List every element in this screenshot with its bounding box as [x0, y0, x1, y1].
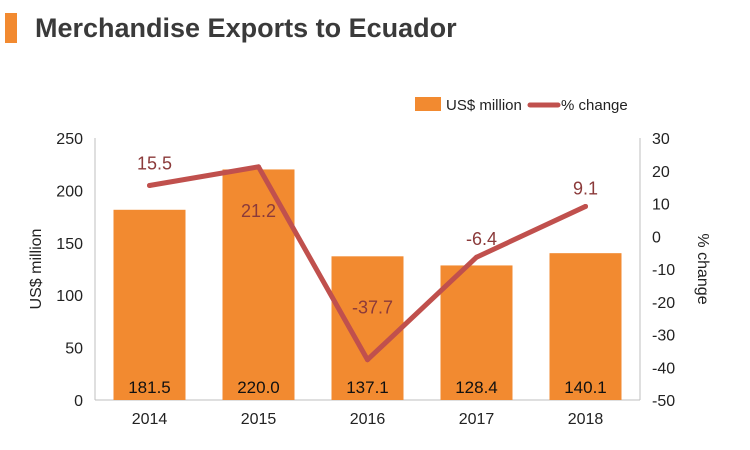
- line-point: [256, 164, 261, 170]
- line-value-label: 21.2: [241, 201, 276, 221]
- x-tick-label: 2016: [350, 411, 386, 428]
- right-tick-label: -50: [652, 393, 675, 410]
- right-tick-label: -20: [652, 295, 675, 312]
- left-tick-label: 250: [56, 131, 83, 148]
- line-value-label: -6.4: [466, 229, 497, 249]
- line-value-label: 15.5: [137, 153, 172, 173]
- left-tick-label: 150: [56, 236, 83, 253]
- line-point: [583, 203, 588, 209]
- x-tick-label: 2018: [568, 411, 604, 428]
- line-point: [147, 182, 152, 188]
- legend-label-line: % change: [561, 97, 628, 114]
- left-tick-label: 0: [74, 393, 83, 410]
- x-tick-label: 2017: [459, 411, 495, 428]
- left-tick-label: 50: [65, 341, 83, 358]
- bar-value-label: 137.1: [346, 378, 389, 397]
- title-accent-bar: [5, 13, 17, 43]
- right-tick-label: 0: [652, 229, 661, 246]
- line-point: [365, 357, 370, 363]
- bar-value-label: 181.5: [128, 378, 171, 397]
- bar-value-label: 140.1: [564, 378, 607, 397]
- line-value-label: 9.1: [573, 178, 598, 198]
- bar-value-label: 220.0: [237, 378, 280, 397]
- legend-label-bars: US$ million: [446, 97, 522, 114]
- left-tick-label: 100: [56, 288, 83, 305]
- left-axis-title: US$ million: [28, 229, 45, 310]
- right-tick-label: 10: [652, 197, 670, 214]
- bar: [549, 253, 622, 400]
- bar-value-label: 128.4: [455, 378, 498, 397]
- title-bar: Merchandise Exports to Ecuador: [0, 0, 750, 60]
- chart-title: Merchandise Exports to Ecuador: [35, 13, 457, 43]
- legend-swatch-bars: [415, 97, 441, 111]
- bar: [113, 209, 186, 400]
- bar: [440, 265, 513, 400]
- right-tick-label: 20: [652, 164, 670, 181]
- right-tick-label: -10: [652, 262, 675, 279]
- x-tick-label: 2014: [132, 411, 168, 428]
- right-tick-label: -40: [652, 360, 675, 377]
- line-value-label: -37.7: [352, 298, 393, 318]
- x-tick-label: 2015: [241, 411, 277, 428]
- right-axis-title: % change: [694, 233, 711, 304]
- bar: [331, 256, 404, 400]
- right-tick-label: 30: [652, 131, 670, 148]
- left-tick-label: 200: [56, 183, 83, 200]
- right-tick-label: -30: [652, 328, 675, 345]
- line-point: [474, 254, 479, 260]
